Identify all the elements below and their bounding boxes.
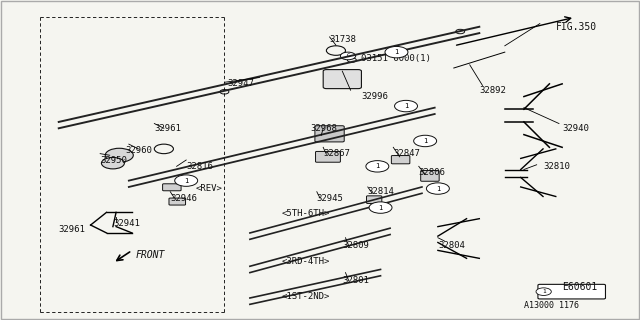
Text: 32946: 32946 xyxy=(170,194,197,203)
Text: 32814: 32814 xyxy=(368,187,395,196)
Text: 32941: 32941 xyxy=(113,219,140,228)
Circle shape xyxy=(175,175,198,186)
Text: 32996: 32996 xyxy=(362,92,388,101)
Text: 1: 1 xyxy=(542,289,545,294)
Circle shape xyxy=(394,100,417,112)
Circle shape xyxy=(385,46,408,58)
Text: 32806: 32806 xyxy=(419,168,445,177)
FancyBboxPatch shape xyxy=(420,171,439,181)
Text: FIG.350: FIG.350 xyxy=(556,22,597,32)
Text: 31738: 31738 xyxy=(330,35,356,44)
Text: E60601: E60601 xyxy=(562,282,597,292)
Text: 1: 1 xyxy=(394,49,399,55)
Text: 32801: 32801 xyxy=(342,276,369,285)
Text: 1: 1 xyxy=(404,103,408,109)
Text: 03151 6000(1): 03151 6000(1) xyxy=(362,54,431,63)
Text: 1: 1 xyxy=(378,204,383,211)
Circle shape xyxy=(105,148,133,162)
FancyBboxPatch shape xyxy=(392,156,410,164)
Text: 32892: 32892 xyxy=(479,86,506,95)
Text: 32940: 32940 xyxy=(562,124,589,133)
Text: <REV>: <REV> xyxy=(196,184,223,193)
FancyBboxPatch shape xyxy=(316,151,340,162)
Text: 32804: 32804 xyxy=(438,241,465,250)
Text: 1: 1 xyxy=(184,178,188,184)
Text: <1ST-2ND>: <1ST-2ND> xyxy=(282,292,330,301)
Circle shape xyxy=(340,52,356,60)
Text: 32809: 32809 xyxy=(342,241,369,250)
FancyBboxPatch shape xyxy=(169,198,186,205)
Circle shape xyxy=(536,288,551,295)
Circle shape xyxy=(413,135,436,147)
Text: 32961: 32961 xyxy=(59,225,86,234)
Text: 32968: 32968 xyxy=(310,124,337,133)
Text: 1: 1 xyxy=(423,138,428,144)
Text: 32847: 32847 xyxy=(394,149,420,158)
Text: A13000 1176: A13000 1176 xyxy=(524,301,579,310)
Text: 1: 1 xyxy=(375,163,380,169)
Text: 32960: 32960 xyxy=(125,146,152,155)
Text: C: C xyxy=(346,53,350,59)
Text: 32816: 32816 xyxy=(186,162,213,171)
Circle shape xyxy=(369,202,392,213)
FancyBboxPatch shape xyxy=(367,196,382,204)
FancyBboxPatch shape xyxy=(163,184,181,191)
FancyBboxPatch shape xyxy=(323,69,362,89)
Text: <3RD-4TH>: <3RD-4TH> xyxy=(282,257,330,266)
Text: 32950: 32950 xyxy=(100,156,127,164)
Text: 32945: 32945 xyxy=(317,194,344,203)
Text: 32867: 32867 xyxy=(323,149,350,158)
FancyBboxPatch shape xyxy=(315,126,344,142)
Text: 32961: 32961 xyxy=(154,124,181,133)
Circle shape xyxy=(426,183,449,194)
Text: 1: 1 xyxy=(436,186,440,192)
Text: FRONT: FRONT xyxy=(135,250,164,260)
Text: <5TH-6TH>: <5TH-6TH> xyxy=(282,209,330,219)
Circle shape xyxy=(366,161,389,172)
Text: 32947: 32947 xyxy=(228,79,255,88)
Circle shape xyxy=(101,157,124,169)
Text: 32810: 32810 xyxy=(543,162,570,171)
FancyBboxPatch shape xyxy=(538,284,605,299)
